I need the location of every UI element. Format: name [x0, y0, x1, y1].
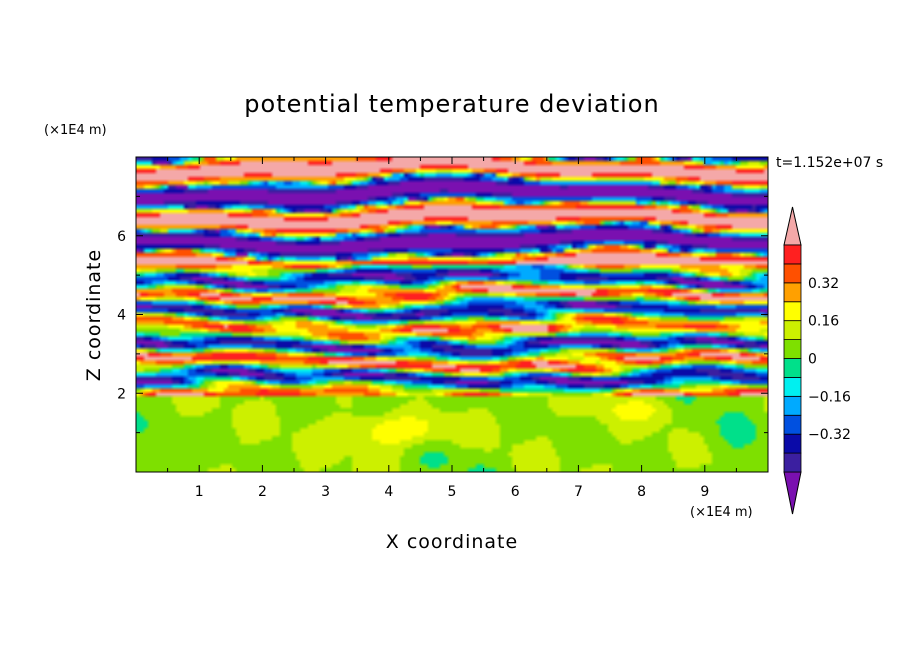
colorbar-band: [783, 414, 802, 435]
colorbar-top-arrow: [783, 206, 802, 246]
x-tick-label: 5: [448, 484, 457, 500]
x-axis: 1 2 3 4 5 6 7 8 9: [167, 157, 737, 500]
colorbar: 0.32 0.16 0 −0.16 −0.32: [783, 206, 851, 515]
colorbar-band: [783, 452, 802, 473]
colorbar-band: [783, 395, 802, 416]
colorbar-band: [783, 301, 802, 322]
x-tick-label: 4: [384, 484, 393, 500]
x-tick-label: 2: [258, 484, 267, 500]
colorbar-band: [783, 433, 802, 454]
y-tick-label: 6: [117, 229, 126, 245]
colorbar-band: [783, 358, 802, 378]
x-tick-label: 3: [321, 484, 330, 500]
y-axis-label: Z coordinate: [83, 249, 105, 381]
colorbar-bottom-arrow: [783, 471, 802, 515]
colorbar-label: 0: [808, 352, 817, 368]
x-axis-label: X coordinate: [386, 531, 518, 553]
y-axis: 2 4 6: [117, 195, 768, 434]
x-tick-label: 8: [637, 484, 646, 500]
x-tick-label: 9: [700, 484, 709, 500]
x-unit-label: (×1E4 m): [690, 505, 753, 520]
field-raster: [136, 157, 768, 472]
x-tick-label: 1: [195, 484, 204, 500]
colorbar-band: [783, 263, 802, 284]
colorbar-label: −0.16: [808, 389, 851, 405]
colorbar-label: 0.32: [808, 276, 839, 292]
colorbar-band: [783, 244, 802, 265]
colorbar-label: −0.32: [808, 427, 851, 443]
colorbar-band: [783, 377, 802, 397]
colorbar-band: [783, 339, 802, 359]
y-tick-label: 4: [117, 308, 126, 324]
x-tick-label: 7: [574, 484, 583, 500]
time-label: t=1.152e+07 s: [776, 155, 883, 171]
chart-title: potential temperature deviation: [244, 90, 659, 118]
x-tick-label: 6: [511, 484, 520, 500]
field-image: [136, 157, 768, 472]
colorbar-band: [783, 282, 802, 303]
y-unit-label: (×1E4 m): [44, 123, 107, 138]
colorbar-label: 0.16: [808, 314, 839, 330]
colorbar-band: [783, 320, 802, 340]
y-tick-label: 2: [117, 386, 126, 402]
